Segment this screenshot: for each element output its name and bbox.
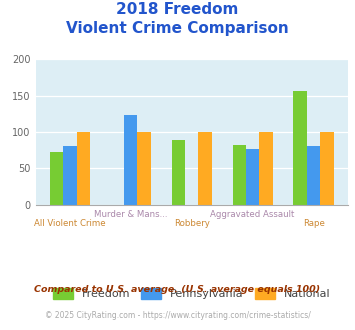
Text: Aggravated Assault: Aggravated Assault xyxy=(211,210,295,218)
Bar xyxy=(260,132,273,205)
Bar xyxy=(171,140,185,205)
Text: All Violent Crime: All Violent Crime xyxy=(34,219,106,228)
Bar xyxy=(124,115,137,205)
Bar xyxy=(198,132,212,205)
Text: Murder & Mans...: Murder & Mans... xyxy=(94,210,168,218)
Bar xyxy=(50,152,63,205)
Bar xyxy=(63,146,77,205)
Bar xyxy=(307,146,320,205)
Text: Rape: Rape xyxy=(303,219,324,228)
Bar xyxy=(137,132,151,205)
Text: Robbery: Robbery xyxy=(174,219,210,228)
Bar xyxy=(77,132,90,205)
Bar xyxy=(246,149,260,205)
Bar xyxy=(320,132,334,205)
Bar xyxy=(294,91,307,205)
Text: Violent Crime Comparison: Violent Crime Comparison xyxy=(66,21,289,36)
Text: 2018 Freedom: 2018 Freedom xyxy=(116,2,239,16)
Text: © 2025 CityRating.com - https://www.cityrating.com/crime-statistics/: © 2025 CityRating.com - https://www.city… xyxy=(45,311,310,320)
Bar xyxy=(233,145,246,205)
Text: Compared to U.S. average. (U.S. average equals 100): Compared to U.S. average. (U.S. average … xyxy=(34,285,321,294)
Legend: Freedom, Pennsylvania, National: Freedom, Pennsylvania, National xyxy=(51,286,333,301)
